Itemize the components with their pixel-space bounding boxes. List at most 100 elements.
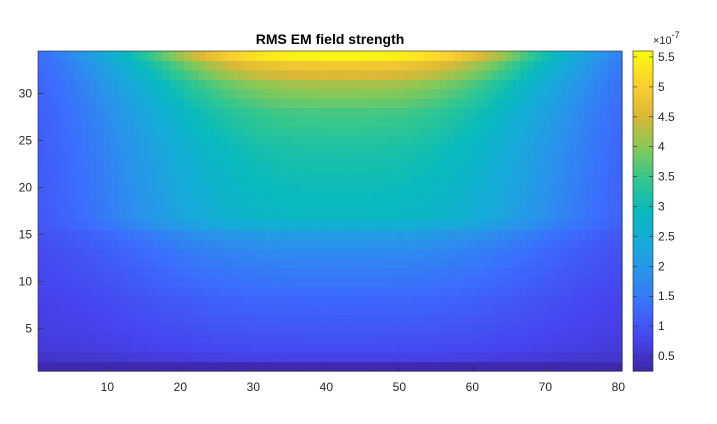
heatmap-cell bbox=[242, 163, 251, 174]
heatmap-cell bbox=[169, 352, 178, 363]
heatmap-cell bbox=[89, 295, 97, 306]
colorbar-frame bbox=[632, 50, 654, 372]
heatmap-cell bbox=[395, 154, 404, 165]
heatmap-cell bbox=[505, 88, 514, 99]
heatmap-cell bbox=[154, 79, 163, 90]
heatmap-cell bbox=[388, 98, 397, 109]
heatmap-cell bbox=[570, 126, 579, 137]
heatmap-cell bbox=[476, 239, 484, 250]
heatmap-cell bbox=[286, 295, 295, 306]
heatmap-cell bbox=[585, 107, 594, 118]
heatmap-cell bbox=[549, 220, 557, 231]
heatmap-cell bbox=[373, 361, 382, 372]
heatmap-cell bbox=[607, 163, 616, 174]
heatmap-cell bbox=[366, 286, 375, 297]
heatmap-cell bbox=[242, 126, 251, 137]
heatmap-cell bbox=[286, 361, 295, 372]
heatmap-cell bbox=[439, 192, 448, 203]
heatmap-cell bbox=[570, 182, 579, 193]
heatmap-cell bbox=[519, 145, 528, 156]
heatmap-cell bbox=[227, 276, 236, 287]
heatmap-cell bbox=[293, 154, 302, 165]
colorbar-segment bbox=[633, 331, 653, 337]
heatmap-cell bbox=[359, 248, 368, 259]
heatmap-cell bbox=[483, 229, 492, 240]
heatmap-cell bbox=[468, 220, 477, 231]
heatmap-cell bbox=[461, 192, 470, 203]
heatmap-cell bbox=[527, 286, 535, 297]
heatmap-cell bbox=[381, 361, 389, 372]
heatmap-cell bbox=[169, 267, 178, 278]
heatmap-cell bbox=[184, 51, 192, 62]
heatmap-cell bbox=[337, 276, 346, 287]
heatmap-cell bbox=[476, 276, 484, 287]
heatmap-cell bbox=[300, 88, 309, 99]
heatmap-cell bbox=[351, 126, 360, 137]
heatmap-cell bbox=[476, 305, 484, 316]
heatmap-cell bbox=[315, 51, 324, 62]
heatmap-cell bbox=[607, 126, 616, 137]
heatmap-cell bbox=[96, 154, 105, 165]
heatmap-cell bbox=[205, 60, 214, 71]
heatmap-cell bbox=[359, 88, 368, 99]
heatmap-cell bbox=[242, 333, 251, 344]
heatmap-cell bbox=[351, 220, 360, 231]
heatmap-cell bbox=[140, 145, 149, 156]
heatmap-cell bbox=[541, 98, 550, 109]
heatmap-cell bbox=[38, 286, 46, 297]
heatmap-cell bbox=[541, 126, 550, 137]
heatmap-cell bbox=[227, 333, 236, 344]
heatmap-cell bbox=[337, 98, 346, 109]
heatmap-cell bbox=[140, 333, 149, 344]
colorbar-tick-label: 5 bbox=[658, 80, 665, 94]
heatmap-cell bbox=[351, 229, 360, 240]
heatmap-cell bbox=[330, 88, 338, 99]
y-tick-label: 10 bbox=[19, 275, 33, 289]
colorbar-tick-label: 0.5 bbox=[658, 349, 675, 363]
heatmap-cell bbox=[220, 239, 229, 250]
y-tick-label: 25 bbox=[19, 133, 33, 147]
heatmap-cell bbox=[592, 60, 601, 71]
heatmap-cell bbox=[461, 88, 470, 99]
heatmap-cell bbox=[220, 258, 229, 269]
heatmap-cell bbox=[111, 135, 119, 146]
heatmap-cell bbox=[541, 286, 550, 297]
heatmap-cell bbox=[519, 361, 528, 372]
heatmap-cell bbox=[439, 116, 448, 127]
heatmap-cell bbox=[344, 267, 353, 278]
heatmap-cell bbox=[344, 135, 353, 146]
heatmap-cell bbox=[52, 211, 61, 222]
heatmap-cell bbox=[96, 352, 105, 363]
heatmap-cell bbox=[344, 323, 353, 334]
heatmap-cell bbox=[454, 107, 462, 118]
heatmap-cell bbox=[242, 220, 251, 231]
heatmap-cell bbox=[198, 258, 207, 269]
heatmap-cell bbox=[38, 267, 46, 278]
heatmap-cell bbox=[191, 323, 200, 334]
heatmap-cell bbox=[446, 79, 455, 90]
heatmap-cell bbox=[461, 323, 470, 334]
heatmap-cell bbox=[505, 145, 514, 156]
heatmap-cell bbox=[403, 135, 411, 146]
heatmap-cell bbox=[125, 192, 134, 203]
heatmap-cell bbox=[351, 361, 360, 372]
heatmap-cell bbox=[38, 192, 46, 203]
heatmap-cell bbox=[468, 88, 477, 99]
heatmap-cell bbox=[395, 60, 404, 71]
heatmap-cell bbox=[614, 79, 623, 90]
heatmap-cell bbox=[257, 248, 265, 259]
heatmap-cell bbox=[527, 211, 535, 222]
heatmap-cell bbox=[512, 258, 521, 269]
heatmap-cell bbox=[600, 173, 608, 184]
heatmap-cell bbox=[235, 258, 243, 269]
heatmap-cell bbox=[381, 126, 389, 137]
heatmap-cell bbox=[227, 220, 236, 231]
heatmap-cell bbox=[446, 342, 455, 353]
heatmap-cell bbox=[111, 342, 119, 353]
heatmap-cell bbox=[184, 116, 192, 127]
heatmap-cell bbox=[242, 79, 251, 90]
heatmap-cell bbox=[490, 182, 499, 193]
heatmap-cell bbox=[541, 182, 550, 193]
heatmap-cell bbox=[242, 352, 251, 363]
heatmap-cell bbox=[154, 258, 163, 269]
